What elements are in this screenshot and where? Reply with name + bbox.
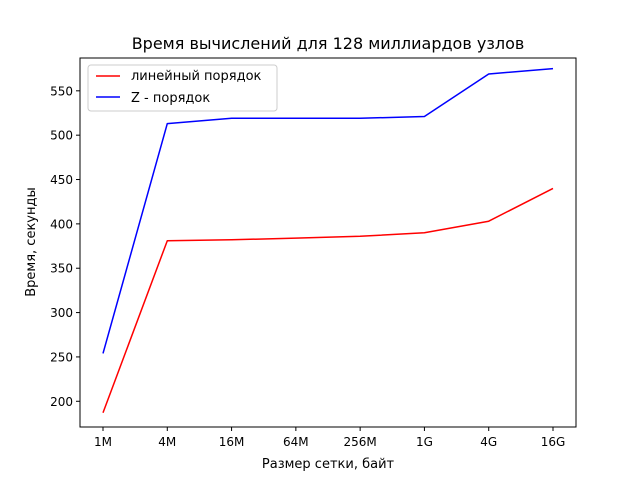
legend: линейный порядок Z - порядок <box>87 64 278 112</box>
y-tick-label: 550 <box>50 84 73 98</box>
x-tick-label: 64M <box>283 435 309 449</box>
series-line-1 <box>102 67 554 354</box>
x-tick-label: 4M <box>158 435 176 449</box>
y-tick-label: 250 <box>50 350 73 364</box>
x-tick-label: 4G <box>480 435 497 449</box>
x-tick-label: 256M <box>344 435 377 449</box>
y-tick-label: 500 <box>50 129 73 143</box>
y-tick-label: 400 <box>50 217 73 231</box>
x-tick-label: 1M <box>94 435 112 449</box>
x-tick-label: 1G <box>416 435 433 449</box>
legend-label-z-order: Z - порядок <box>131 91 210 106</box>
x-tick-label: 16M <box>219 435 245 449</box>
plot-frame <box>79 57 577 428</box>
y-tick-label: 200 <box>50 395 73 409</box>
chart-title: Время вычислений для 128 миллиардов узло… <box>132 34 525 53</box>
y-tick-label: 450 <box>50 173 73 187</box>
legend-label-linear: линейный порядок <box>131 69 262 84</box>
y-tick-label: 300 <box>50 306 73 320</box>
y-axis-ticks: 200 250 300 350 400 450 500 550 <box>50 84 80 409</box>
series-line-0 <box>102 187 554 414</box>
x-tick-label: 16G <box>541 435 566 449</box>
legend-box <box>87 64 278 112</box>
y-tick-label: 350 <box>50 262 73 276</box>
x-axis-ticks: 1M 4M 16M 64M 256M 1G 4G 16G <box>94 427 565 449</box>
y-axis-label: Время, секунды <box>24 187 39 297</box>
axes <box>79 57 577 428</box>
series-layer <box>102 67 554 414</box>
x-axis-label: Размер сетки, байт <box>262 457 395 472</box>
